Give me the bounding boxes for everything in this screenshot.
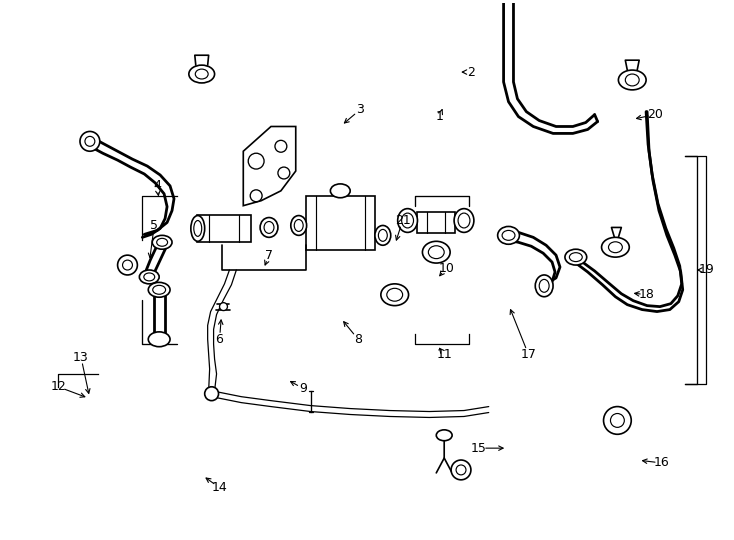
Text: 5: 5 bbox=[150, 219, 159, 232]
Ellipse shape bbox=[148, 282, 170, 297]
Ellipse shape bbox=[194, 220, 202, 237]
Text: 18: 18 bbox=[639, 288, 655, 301]
Circle shape bbox=[85, 137, 95, 146]
Circle shape bbox=[611, 414, 625, 427]
Circle shape bbox=[205, 387, 219, 401]
Text: 6: 6 bbox=[216, 333, 223, 346]
Ellipse shape bbox=[539, 279, 549, 292]
Ellipse shape bbox=[401, 213, 413, 228]
Ellipse shape bbox=[454, 208, 474, 232]
Text: 10: 10 bbox=[438, 261, 454, 274]
Text: 21: 21 bbox=[395, 214, 410, 227]
Circle shape bbox=[117, 255, 137, 275]
Text: 14: 14 bbox=[211, 481, 228, 494]
Circle shape bbox=[275, 140, 287, 152]
Ellipse shape bbox=[498, 226, 520, 244]
Ellipse shape bbox=[387, 288, 403, 301]
Text: 8: 8 bbox=[354, 333, 362, 346]
Ellipse shape bbox=[139, 270, 159, 284]
Circle shape bbox=[248, 153, 264, 169]
Ellipse shape bbox=[156, 238, 167, 246]
Circle shape bbox=[123, 260, 132, 270]
Text: 2: 2 bbox=[467, 65, 475, 78]
Ellipse shape bbox=[398, 208, 418, 232]
Ellipse shape bbox=[144, 273, 155, 281]
Ellipse shape bbox=[423, 241, 450, 263]
Ellipse shape bbox=[535, 275, 553, 296]
Circle shape bbox=[219, 302, 228, 310]
Text: 1: 1 bbox=[435, 110, 443, 123]
Circle shape bbox=[451, 460, 471, 480]
Text: 7: 7 bbox=[265, 248, 273, 262]
Ellipse shape bbox=[375, 226, 390, 245]
Bar bbox=[305, 196, 375, 250]
Circle shape bbox=[456, 465, 466, 475]
Ellipse shape bbox=[264, 221, 274, 233]
Ellipse shape bbox=[189, 65, 214, 83]
Text: 20: 20 bbox=[647, 108, 663, 121]
Ellipse shape bbox=[152, 235, 172, 249]
Text: 9: 9 bbox=[299, 382, 308, 395]
Ellipse shape bbox=[570, 253, 582, 261]
Bar bbox=[418, 212, 455, 233]
Text: 13: 13 bbox=[73, 350, 89, 363]
Ellipse shape bbox=[291, 215, 307, 235]
Ellipse shape bbox=[458, 213, 470, 228]
Ellipse shape bbox=[625, 74, 639, 86]
Ellipse shape bbox=[294, 220, 303, 232]
Text: 16: 16 bbox=[654, 456, 670, 469]
Ellipse shape bbox=[618, 70, 646, 90]
Text: 11: 11 bbox=[436, 348, 452, 361]
Circle shape bbox=[250, 190, 262, 202]
Text: 17: 17 bbox=[520, 348, 537, 361]
Ellipse shape bbox=[379, 230, 388, 241]
Text: 3: 3 bbox=[356, 103, 364, 116]
Ellipse shape bbox=[502, 231, 515, 240]
Ellipse shape bbox=[153, 285, 166, 294]
Text: 15: 15 bbox=[471, 442, 487, 455]
Ellipse shape bbox=[608, 242, 622, 253]
Text: 19: 19 bbox=[699, 264, 714, 276]
Circle shape bbox=[80, 131, 100, 151]
Ellipse shape bbox=[195, 69, 208, 79]
Ellipse shape bbox=[148, 332, 170, 347]
Ellipse shape bbox=[429, 246, 444, 259]
Ellipse shape bbox=[330, 184, 350, 198]
Ellipse shape bbox=[381, 284, 409, 306]
Circle shape bbox=[278, 167, 290, 179]
Ellipse shape bbox=[602, 238, 629, 257]
Text: 12: 12 bbox=[51, 380, 66, 393]
Ellipse shape bbox=[260, 218, 278, 238]
Bar bbox=[197, 214, 251, 242]
Circle shape bbox=[603, 407, 631, 434]
Ellipse shape bbox=[436, 430, 452, 441]
Text: 4: 4 bbox=[153, 179, 161, 192]
Ellipse shape bbox=[191, 215, 205, 241]
Ellipse shape bbox=[565, 249, 586, 265]
